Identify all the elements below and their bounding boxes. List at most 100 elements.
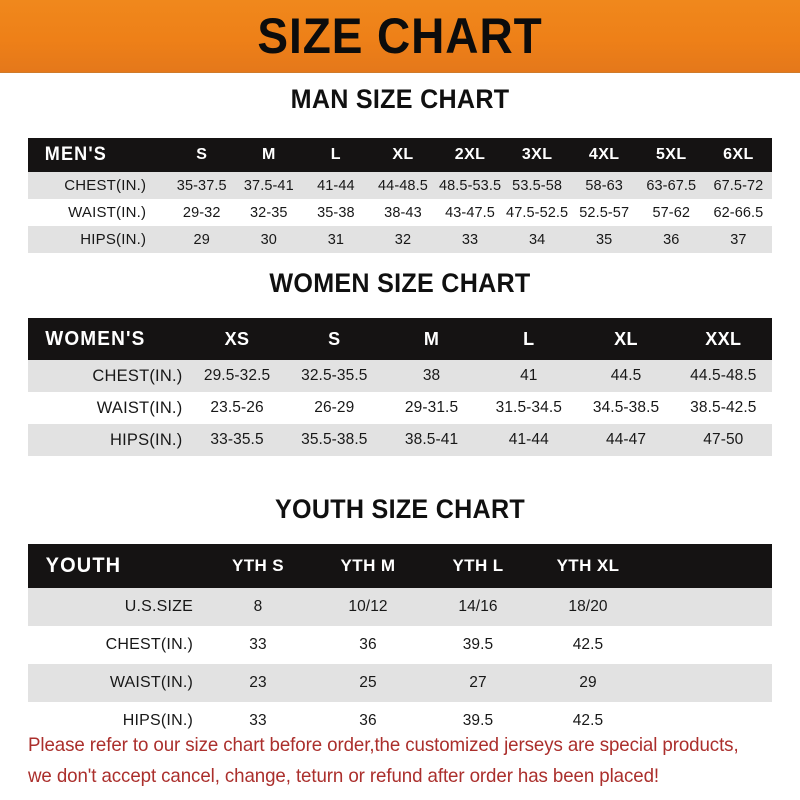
table-row: CHEST(IN.) 33 36 39.5 42.5 — [28, 626, 772, 664]
table-cell: 32 — [394, 231, 412, 248]
table-cell-spacer — [643, 588, 772, 626]
youth-row-label-waist: WAIST(IN.) — [109, 674, 193, 691]
table-cell-spacer — [643, 626, 772, 664]
men-size-xl: XL — [392, 146, 414, 163]
table-cell: 29-31.5 — [404, 399, 459, 416]
men-size-m: M — [261, 146, 276, 163]
table-cell: 42.5 — [572, 636, 604, 653]
table-cell: 39.5 — [462, 636, 494, 653]
men-size-l: L — [330, 146, 341, 163]
table-cell: 33-35.5 — [210, 431, 264, 448]
section-title-men: MAN SIZE CHART — [290, 84, 510, 114]
youth-row-label-chest: CHEST(IN.) — [105, 636, 193, 653]
table-cell: 43-47.5 — [445, 204, 495, 221]
table-cell: 44.5 — [610, 367, 642, 384]
table-cell: 36 — [359, 636, 377, 653]
table-cell: 53.5-58 — [512, 177, 563, 194]
page-title: SIZE CHART — [257, 8, 543, 64]
table-header-row: WOMEN'S XS S M L XL XXL — [28, 318, 772, 360]
table-cell: 35-38 — [317, 204, 355, 221]
women-row-label-waist: WAIST(IN.) — [96, 398, 183, 417]
men-header-label: MEN'S — [44, 144, 107, 165]
women-size-m: M — [423, 328, 440, 349]
youth-size-l: YTH L — [452, 556, 504, 575]
men-size-6xl: 6XL — [723, 146, 754, 163]
youth-header-label: YOUTH — [45, 554, 122, 577]
notice-line-1: Please refer to our size chart before or… — [28, 734, 739, 756]
table-header-row: YOUTH YTH S YTH M YTH L YTH XL — [28, 544, 772, 588]
table-cell: 52.5-57 — [579, 204, 630, 221]
section-title-women: WOMEN SIZE CHART — [269, 268, 531, 298]
men-size-4xl: 4XL — [588, 146, 620, 163]
table-cell: 42.5 — [572, 712, 604, 729]
table-cell-spacer — [643, 664, 772, 702]
table-cell: 23 — [249, 674, 267, 691]
women-size-xs: XS — [224, 328, 250, 349]
men-table-head: MEN'S S M L XL 2XL 3XL 4XL 5XL 6XL — [28, 138, 772, 172]
table-cell: 31 — [327, 231, 345, 248]
youth-size-m: YTH M — [340, 556, 396, 575]
table-cell: 35-37.5 — [176, 177, 227, 194]
table-cell: 37 — [730, 231, 747, 248]
table-cell: 38.5-42.5 — [690, 399, 757, 416]
table-cell: 34 — [528, 231, 546, 248]
women-size-s: S — [328, 328, 341, 349]
women-size-l: L — [523, 328, 535, 349]
table-cell: 29 — [579, 674, 597, 691]
table-cell: 63-67.5 — [646, 177, 697, 194]
men-row-label-chest: CHEST(IN.) — [64, 177, 147, 194]
table-cell: 26-29 — [314, 399, 355, 416]
women-row-label-hips: HIPS(IN.) — [110, 430, 183, 449]
women-header-label: WOMEN'S — [45, 327, 146, 350]
table-cell: 33 — [461, 231, 479, 248]
men-size-3xl: 3XL — [521, 146, 553, 163]
youth-size-xl: YTH XL — [556, 556, 620, 575]
table-cell: 8 — [253, 598, 263, 615]
table-row: HIPS(IN.) 29 30 31 32 33 34 35 36 37 — [28, 226, 772, 253]
order-policy-notice: Please refer to our size chart before or… — [28, 730, 753, 792]
table-row: CHEST(IN.) 35-37.5 37.5-41 41-44 44-48.5… — [28, 172, 772, 199]
women-size-xxl: XXL — [705, 328, 742, 349]
table-row: WAIST(IN.) 23 25 27 29 — [28, 664, 772, 702]
table-cell: 32-35 — [250, 204, 288, 221]
table-cell: 32.5-35.5 — [301, 367, 368, 384]
table-row: U.S.SIZE 8 10/12 14/16 18/20 — [28, 588, 772, 626]
table-cell: 58-63 — [585, 177, 623, 194]
table-row: HIPS(IN.) 33 36 39.5 42.5 — [28, 702, 772, 740]
youth-row-label-hips: HIPS(IN.) — [122, 712, 193, 729]
table-row: WAIST(IN.) 23.5-26 26-29 29-31.5 31.5-34… — [28, 392, 772, 424]
table-cell: 48.5-53.5 — [438, 177, 502, 194]
table-cell: 39.5 — [462, 712, 494, 729]
men-size-table: MEN'S S M L XL 2XL 3XL 4XL 5XL 6XL CHEST… — [28, 138, 772, 253]
men-size-s: S — [196, 146, 208, 163]
table-cell: 38.5-41 — [404, 431, 459, 448]
table-cell: 41-44 — [508, 431, 549, 448]
table-cell: 29.5-32.5 — [203, 367, 271, 384]
table-cell: 27 — [469, 674, 487, 691]
table-cell: 10/12 — [348, 598, 388, 615]
men-table-body: CHEST(IN.) 35-37.5 37.5-41 41-44 44-48.5… — [28, 172, 772, 253]
table-cell: 38 — [422, 367, 441, 384]
women-row-label-chest: CHEST(IN.) — [92, 366, 183, 385]
table-row: WAIST(IN.) 29-32 32-35 35-38 38-43 43-47… — [28, 199, 772, 226]
table-cell: 44-47 — [605, 431, 647, 448]
table-cell: 36 — [359, 712, 377, 729]
youth-size-s: YTH S — [231, 556, 285, 575]
table-cell: 47-50 — [703, 431, 744, 448]
women-size-xl: XL — [614, 328, 638, 349]
youth-header-spacer — [643, 544, 772, 588]
table-cell: 29-32 — [182, 204, 221, 221]
section-title-youth: YOUTH SIZE CHART — [275, 494, 525, 524]
women-table-body: CHEST(IN.) 29.5-32.5 32.5-35.5 38 41 44.… — [28, 360, 772, 456]
table-cell: 25 — [359, 674, 377, 691]
table-row: CHEST(IN.) 29.5-32.5 32.5-35.5 38 41 44.… — [28, 360, 772, 392]
table-cell: 67.5-72 — [713, 177, 764, 194]
table-cell: 44.5-48.5 — [690, 367, 757, 384]
table-cell: 62-66.5 — [713, 204, 764, 221]
notice-line-2: we don't accept cancel, change, teturn o… — [28, 765, 659, 787]
table-cell: 36 — [663, 231, 680, 248]
table-row: HIPS(IN.) 33-35.5 35.5-38.5 38.5-41 41-4… — [28, 424, 772, 456]
table-cell: 41-44 — [317, 177, 355, 194]
table-cell: 23.5-26 — [210, 399, 264, 416]
